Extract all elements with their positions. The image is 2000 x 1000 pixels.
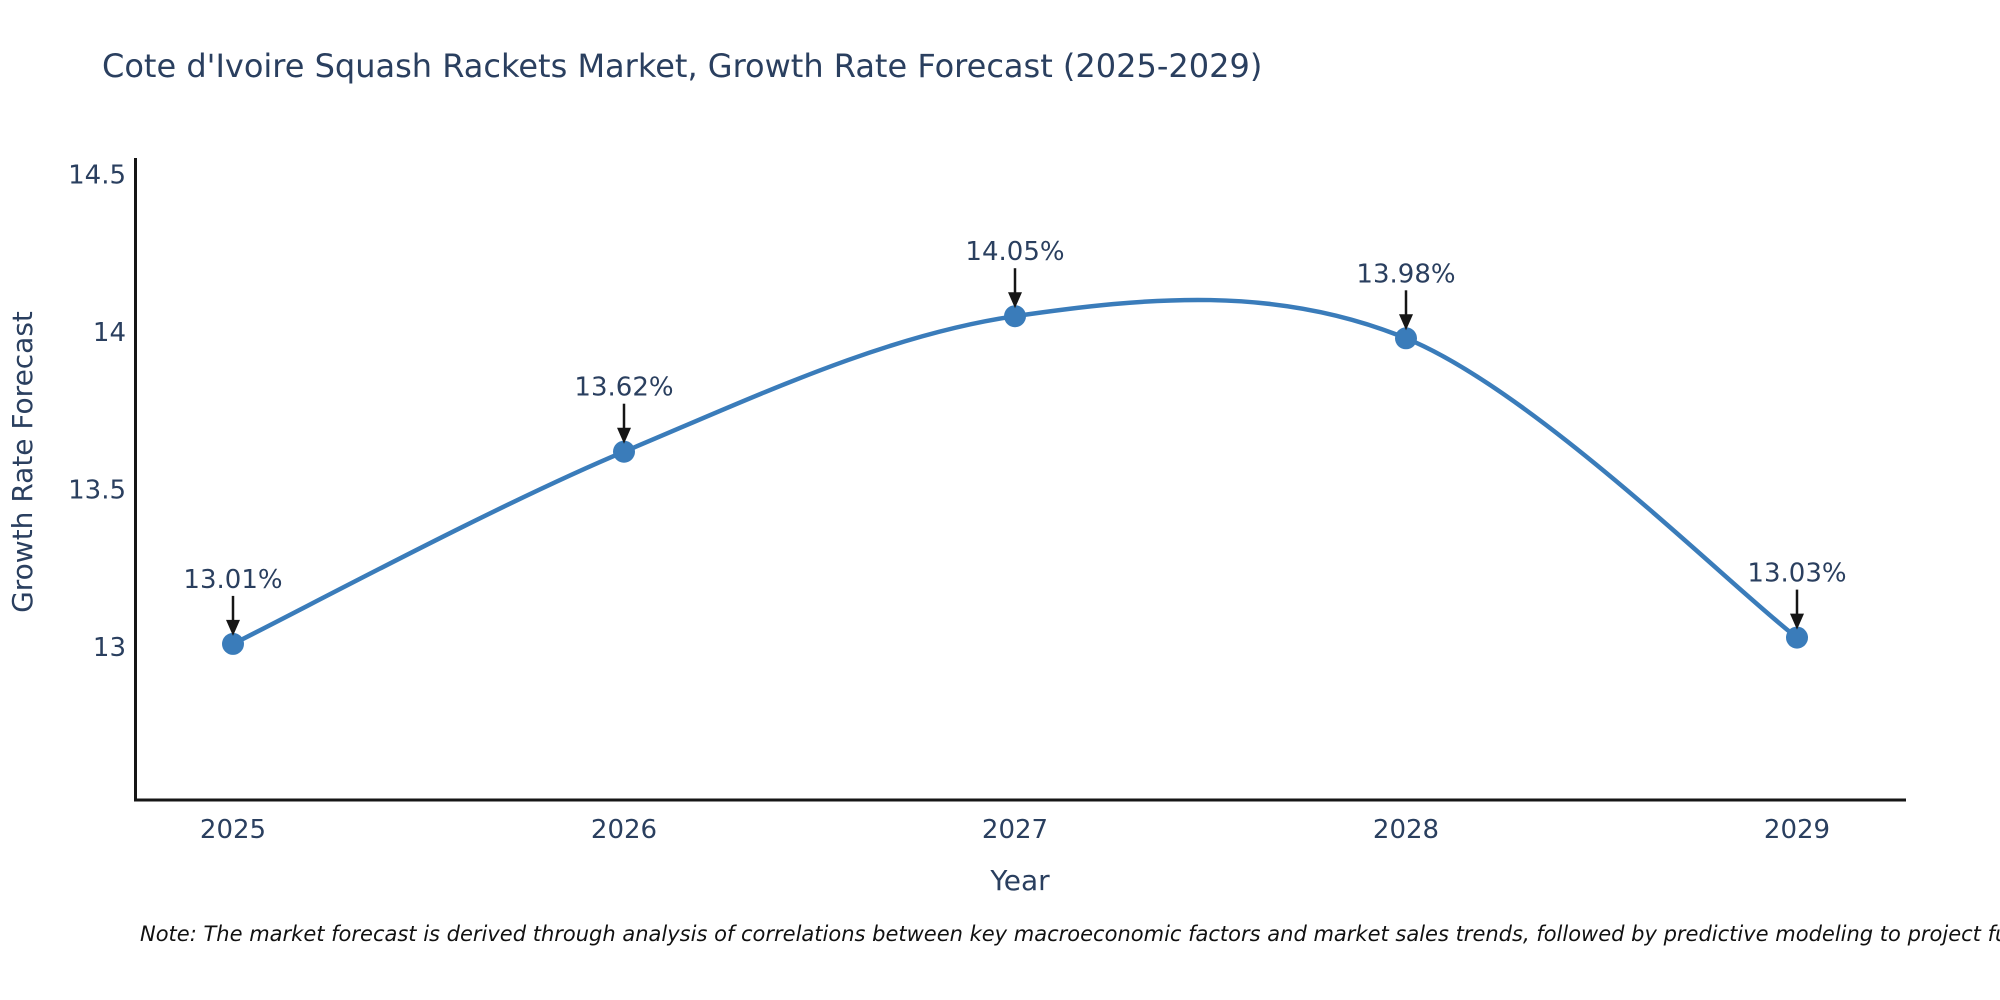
footnote: Note: The market forecast is derived thr… xyxy=(140,922,2000,946)
annotation-label: 14.05% xyxy=(965,237,1064,267)
data-point-markers xyxy=(222,305,1808,655)
chart-title: Cote d'Ivoire Squash Rackets Market, Gro… xyxy=(102,47,1262,85)
x-tick-label: 2025 xyxy=(200,815,266,845)
data-point-marker xyxy=(1395,327,1417,350)
data-annotation: 14.05% xyxy=(965,237,1065,309)
y-tick-label: 13 xyxy=(93,633,126,663)
annotation-arrowhead-icon xyxy=(1008,292,1022,309)
data-annotation: 13.62% xyxy=(574,373,674,444)
data-point-marker xyxy=(222,632,244,655)
annotation-arrowhead-icon xyxy=(226,619,240,636)
data-point-marker xyxy=(613,440,635,463)
annotation-label: 13.03% xyxy=(1747,559,1846,589)
x-tick-label: 2029 xyxy=(1764,815,1830,845)
x-tick-label: 2028 xyxy=(1373,815,1439,845)
x-axis-title: Year xyxy=(989,864,1050,897)
annotation-arrowhead-icon xyxy=(1790,613,1804,630)
annotation-label: 13.62% xyxy=(574,373,673,403)
x-tick-label: 2026 xyxy=(591,815,657,845)
y-tick-label: 14 xyxy=(93,318,126,348)
y-tick-label: 13.5 xyxy=(68,476,126,506)
data-point-marker xyxy=(1786,626,1808,649)
annotation-label: 13.98% xyxy=(1356,259,1455,289)
x-tick-label: 2027 xyxy=(982,815,1048,845)
data-annotation: 13.01% xyxy=(183,565,283,636)
annotation-arrowhead-icon xyxy=(617,427,631,444)
y-tick-label: 14.5 xyxy=(68,161,126,191)
y-axis-ticks: 13 13.5 14 14.5 xyxy=(68,161,126,664)
annotation-label: 13.01% xyxy=(183,565,282,595)
data-point-marker xyxy=(1004,305,1026,328)
y-axis-title: Growth Rate Forecast xyxy=(6,311,39,613)
series-line xyxy=(230,297,1800,647)
data-annotations: 13.01% 13.62% 14.05% 13.98% 13.03% xyxy=(183,237,1847,636)
annotation-arrowhead-icon xyxy=(1399,314,1413,331)
x-axis-ticks: 2025 2026 2027 2028 2029 xyxy=(200,815,1830,845)
data-annotation: 13.98% xyxy=(1356,259,1456,331)
data-annotation: 13.03% xyxy=(1747,559,1847,630)
axes xyxy=(134,158,1906,802)
